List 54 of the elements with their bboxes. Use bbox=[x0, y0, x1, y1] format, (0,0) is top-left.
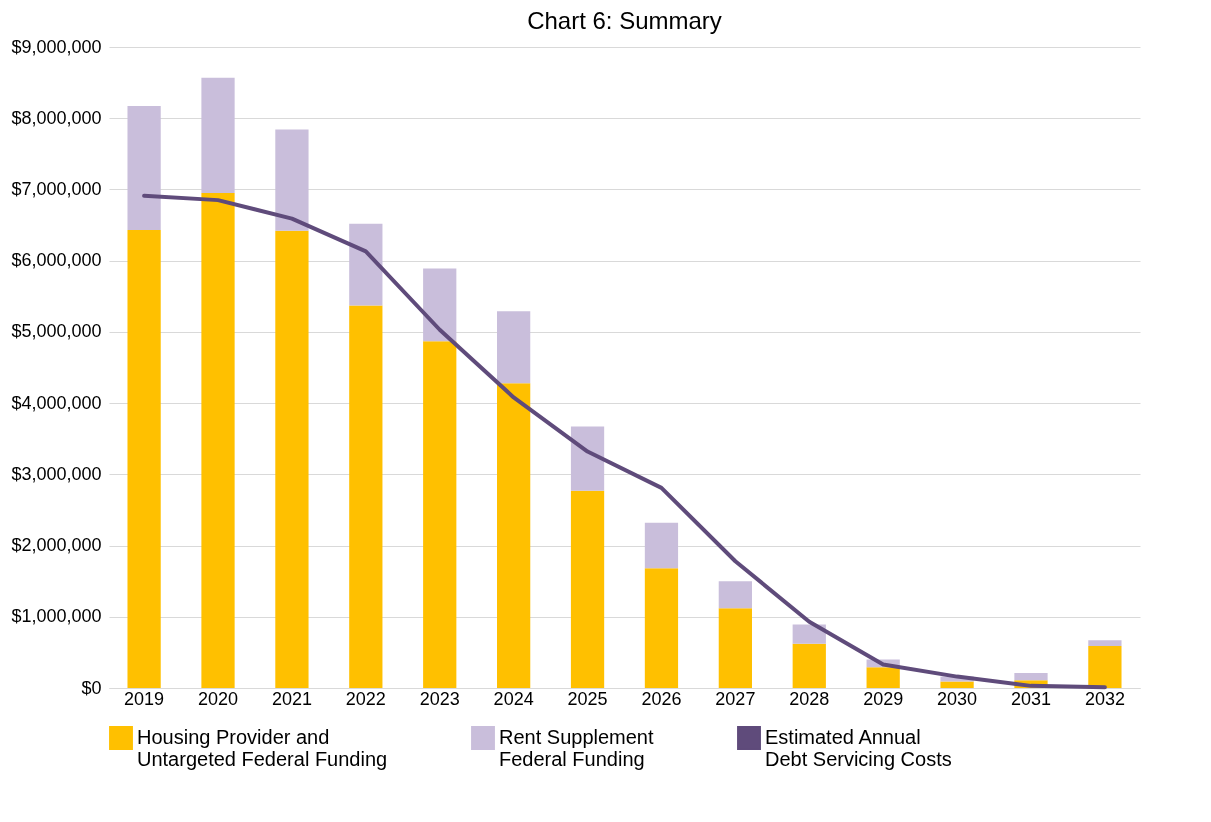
bar bbox=[127, 106, 161, 231]
x-tick-label: 2032 bbox=[1084, 688, 1125, 709]
bar bbox=[127, 230, 161, 688]
bar bbox=[275, 230, 309, 688]
bar bbox=[718, 581, 752, 609]
x-tick-label: 2020 bbox=[197, 688, 239, 709]
bar bbox=[275, 129, 309, 231]
y-tick-label: $9,000,000 bbox=[11, 36, 102, 57]
x-tick-label: 2030 bbox=[937, 688, 978, 709]
bar bbox=[644, 568, 679, 688]
bar bbox=[718, 608, 752, 688]
y-tick-label: $1,000,000 bbox=[11, 606, 102, 627]
y-tick-label: $8,000,000 bbox=[11, 107, 102, 128]
x-tick-label: 2031 bbox=[1010, 688, 1052, 709]
bar bbox=[792, 643, 826, 688]
bar bbox=[201, 193, 235, 688]
y-tick-label: $3,000,000 bbox=[11, 463, 102, 484]
y-tick-label: $2,000,000 bbox=[11, 535, 102, 556]
bar bbox=[1014, 673, 1048, 681]
bar bbox=[570, 426, 605, 491]
bar bbox=[497, 311, 531, 384]
bar bbox=[570, 490, 605, 688]
x-tick-label: 2029 bbox=[863, 688, 904, 709]
y-tick-label: $5,000,000 bbox=[11, 321, 102, 342]
bar bbox=[1088, 645, 1122, 688]
bar bbox=[349, 305, 383, 688]
bar bbox=[423, 341, 457, 688]
x-tick-label: 2027 bbox=[715, 688, 756, 709]
y-tick-label: $4,000,000 bbox=[11, 392, 102, 413]
y-tick-label: $0 bbox=[81, 677, 102, 698]
x-tick-label: 2024 bbox=[493, 688, 534, 709]
x-tick-label: 2019 bbox=[124, 688, 165, 709]
bar bbox=[349, 223, 383, 306]
x-tick-label: 2026 bbox=[641, 688, 682, 709]
line-series bbox=[142, 193, 1107, 690]
x-tick-label: 2022 bbox=[345, 688, 386, 709]
y-tick-label: $7,000,000 bbox=[11, 178, 102, 199]
legend-label: Rent Supplement Federal Funding bbox=[499, 726, 654, 770]
y-tick-label: $6,000,000 bbox=[11, 250, 102, 271]
legend-label: Housing Provider and Untargeted Federal Funding bbox=[137, 726, 388, 770]
x-tick-label: 2025 bbox=[567, 688, 608, 709]
legend-label: Estimated Annual Debt Servicing Costs bbox=[765, 726, 952, 770]
x-tick-label: 2021 bbox=[271, 688, 312, 709]
bar bbox=[497, 383, 531, 688]
x-tick-label: 2023 bbox=[419, 688, 460, 709]
bar bbox=[1088, 640, 1122, 646]
bar bbox=[866, 667, 900, 688]
x-tick-label: 2028 bbox=[789, 688, 830, 709]
bar bbox=[423, 268, 457, 342]
chart-title: Chart 6: Summary bbox=[527, 7, 722, 34]
bar bbox=[792, 624, 826, 644]
bar bbox=[940, 681, 974, 688]
bar bbox=[644, 522, 679, 569]
bar bbox=[201, 77, 235, 194]
